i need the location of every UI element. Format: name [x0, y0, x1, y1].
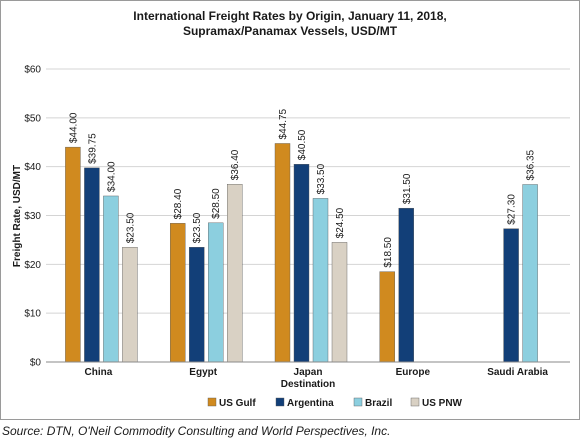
- bar: [293, 164, 310, 363]
- y-tick-label: $20: [24, 260, 41, 271]
- bar: [312, 198, 329, 363]
- axes: $0 $10 $20 $30 $40 $50 $60 China Egypt Japan Europ…: [24, 65, 570, 378]
- bar: [188, 247, 205, 363]
- freight-rate-chart: International Freight Rates by Origin, J…: [12, 9, 570, 409]
- data-label: $36.40: [230, 149, 241, 180]
- data-label: $39.75: [87, 133, 98, 164]
- bar: [226, 184, 243, 363]
- bar: [503, 228, 519, 363]
- legend-item-label: Argentina: [287, 398, 334, 409]
- bar: [379, 271, 395, 363]
- y-axis-title: Freight Rate, USD/MT: [12, 165, 23, 267]
- data-label: $33.50: [316, 163, 327, 194]
- y-tick-label: $10: [24, 309, 41, 320]
- bar: [169, 223, 186, 363]
- chart-title: International Freight Rates by Origin, J…: [133, 9, 446, 23]
- x-tick-label: Saudi Arabia: [487, 367, 548, 378]
- bars: $44.00 $39.75 $34.00 $23.50 $28.40 $23.50 $28.…: [65, 108, 538, 363]
- x-tick-label: China: [85, 367, 113, 378]
- legend-swatch: [207, 397, 217, 407]
- bar: [207, 222, 224, 363]
- bar: [398, 207, 414, 363]
- data-label: $24.50: [335, 207, 346, 238]
- data-label: $28.40: [173, 188, 184, 219]
- y-tick-label: $40: [24, 162, 41, 173]
- data-label: $44.00: [68, 112, 79, 143]
- x-tick-label: Europe: [396, 367, 431, 378]
- legend-item-label: US PNW: [422, 398, 463, 409]
- legend-swatch: [275, 397, 285, 407]
- legend-item-label: Brazil: [365, 398, 392, 409]
- bar: [84, 167, 100, 363]
- data-label: $31.50: [402, 173, 413, 204]
- x-tick-label: Egypt: [189, 367, 217, 378]
- x-axis-title: Destination: [281, 379, 335, 390]
- source-note: Source: DTN, O'Neil Commodity Consulting…: [2, 424, 391, 438]
- bar: [274, 143, 291, 363]
- data-label: $36.35: [526, 149, 537, 180]
- chart-subtitle: Supramax/Panamax Vessels, USD/MT: [183, 24, 398, 38]
- data-label: $28.50: [211, 188, 222, 219]
- data-label: $44.75: [278, 108, 289, 139]
- bar: [122, 247, 138, 363]
- bar: [522, 184, 538, 363]
- legend-item-label: US Gulf: [219, 398, 256, 409]
- y-tick-label: $0: [30, 358, 42, 369]
- legend-swatch: [410, 397, 420, 407]
- data-label: $18.50: [383, 237, 394, 268]
- bar: [331, 242, 348, 363]
- y-tick-label: $50: [24, 113, 41, 124]
- data-label: $27.30: [507, 194, 518, 225]
- bar: [65, 146, 81, 363]
- y-tick-label: $30: [24, 211, 41, 222]
- data-label: $23.50: [125, 212, 136, 243]
- data-label: $23.50: [192, 212, 203, 243]
- bar: [103, 195, 119, 363]
- data-label: $40.50: [297, 129, 308, 160]
- legend-swatch: [353, 397, 363, 407]
- x-tick-label: Japan: [294, 367, 323, 378]
- y-tick-label: $60: [24, 65, 41, 76]
- data-label: $34.00: [106, 161, 117, 192]
- legend: US Gulf Argentina Brazil US PNW: [207, 397, 463, 409]
